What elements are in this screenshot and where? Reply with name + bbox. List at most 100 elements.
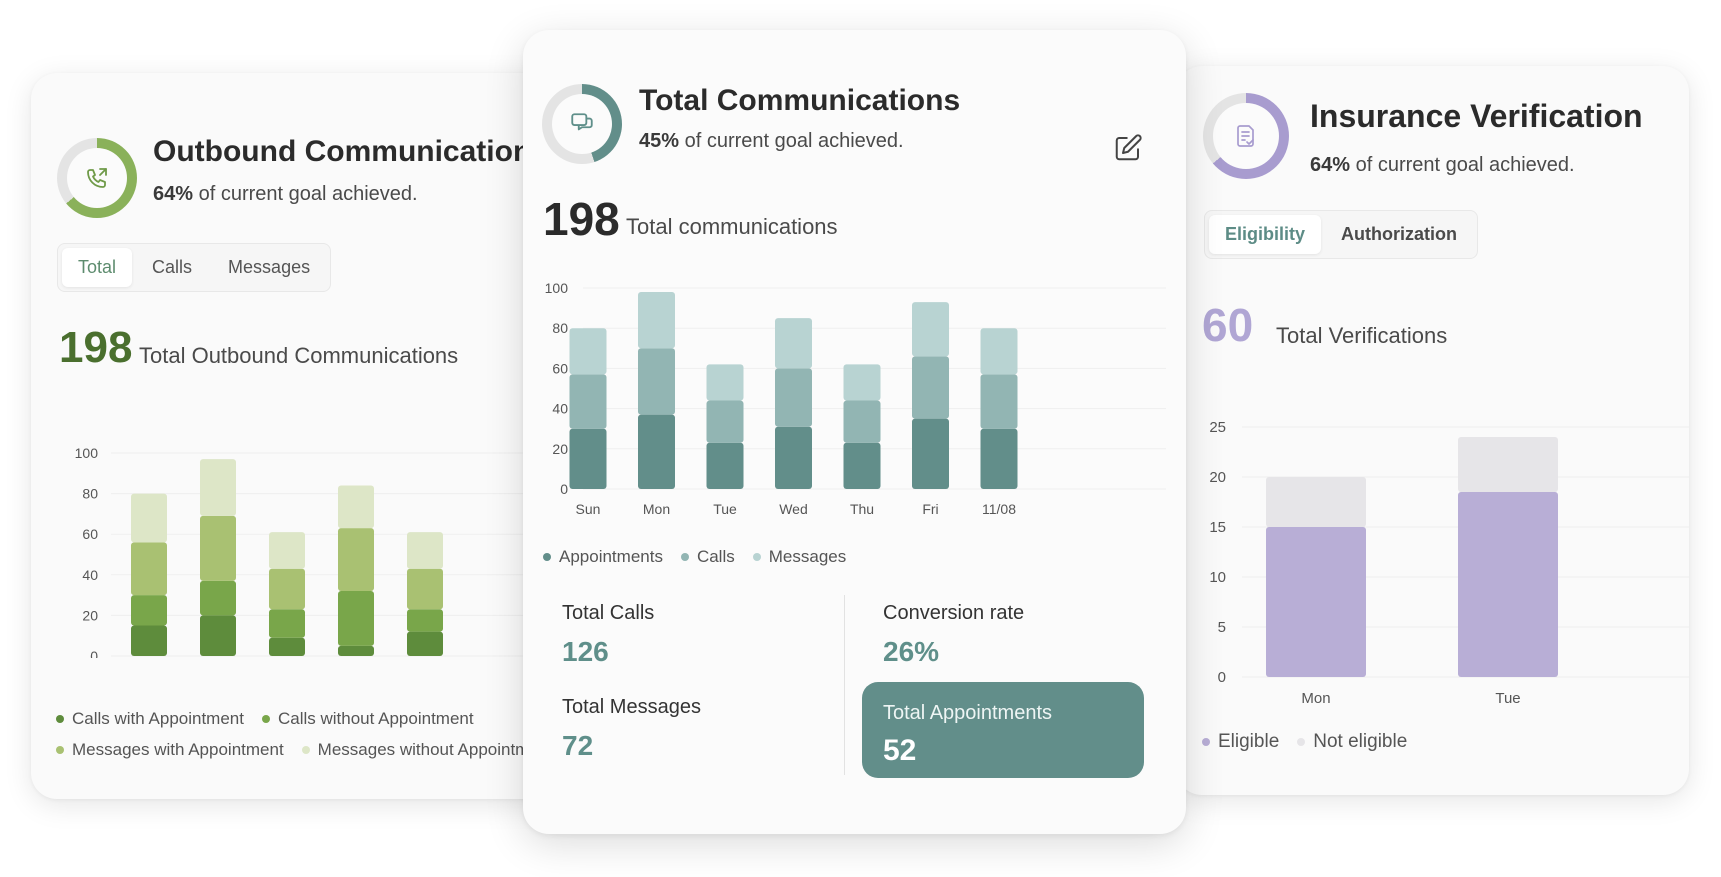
legend-dot: [752, 553, 761, 561]
insurance-goal-pct: 64%: [1310, 154, 1351, 176]
outbound-total: 198: [59, 323, 133, 372]
insurance-goal-text: 64% of current goal achieved.: [1310, 154, 1575, 177]
tab-messages[interactable]: Messages: [228, 257, 311, 277]
total-comms-legend: Appointments Calls Messages: [543, 547, 846, 567]
bar-segment: [1458, 437, 1558, 492]
bar-segment: [1266, 477, 1366, 527]
bar-segment: [338, 645, 374, 656]
bar-segment: [131, 542, 167, 596]
bar-segment: [569, 428, 607, 489]
insurance-title: Insurance Verification: [1310, 98, 1643, 134]
insurance-chart: 0 5 10 15 20 25 Mon Tue: [1209, 419, 1689, 707]
bar-segment: [706, 364, 744, 401]
total-calls-value: 126: [562, 636, 609, 667]
y-tick-label: 60: [552, 360, 568, 376]
y-tick-label: 20: [552, 441, 568, 457]
legend-dot: [543, 553, 551, 561]
outbound-goal-text: 64% of current goal achieved.: [153, 183, 418, 206]
bar-segment: [407, 609, 443, 632]
bar-segment: [338, 485, 374, 529]
bar-segment: [131, 625, 167, 656]
y-tick-label: 0: [90, 648, 98, 658]
insurance-goal-ring: [1203, 93, 1289, 179]
legend-dot: [56, 715, 64, 723]
bar-segment: [638, 348, 675, 415]
legend-calls: Calls: [680, 547, 735, 567]
y-tick-label: 80: [552, 320, 568, 336]
legend-msgs-with-appt: Messages with Appointment: [56, 740, 284, 760]
legend-eligible: Eligible: [1202, 731, 1279, 753]
x-tick-label: Wed: [779, 501, 808, 517]
insurance-total-label: Total Verifications: [1276, 323, 1448, 348]
bar-segment: [407, 631, 443, 656]
total-comms-goal-ring: [542, 84, 622, 164]
legend-appointments: Appointments: [543, 547, 663, 567]
tab-total[interactable]: Total: [62, 248, 133, 287]
outbound-goal-pct: 64%: [153, 183, 194, 205]
bar-segment: [706, 442, 744, 489]
y-tick-label: 0: [1218, 669, 1226, 686]
bar-segment: [200, 615, 236, 656]
tab-eligibility[interactable]: Eligibility: [1209, 215, 1322, 254]
legend-dot: [301, 746, 310, 754]
total-comms-goal-text: 45% of current goal achieved.: [639, 130, 904, 153]
bar-segment: [638, 414, 675, 489]
total-appointments-box: Total Appointments 52: [862, 682, 1144, 778]
y-tick-label: 20: [82, 607, 98, 623]
bar-segment: [131, 595, 167, 626]
bar-segment: [980, 428, 1018, 489]
outbound-legend-row2: Messages with Appointment Messages witho…: [56, 740, 553, 760]
y-tick-label: 15: [1209, 519, 1226, 536]
x-tick-label: Fri: [922, 501, 938, 517]
document-check-icon: [1237, 125, 1254, 147]
stats-divider: [844, 595, 845, 775]
legend-dot: [680, 553, 689, 561]
total-messages-value: 72: [562, 730, 594, 761]
y-tick-label: 5: [1218, 619, 1226, 636]
conversion-rate-label: Conversion rate: [883, 602, 1025, 624]
bar-segment: [131, 493, 167, 543]
bar-segment: [912, 356, 949, 419]
bar-segment: [980, 328, 1018, 375]
outbound-goal-suffix: of current goal achieved.: [193, 183, 418, 205]
x-tick-label: 11/08: [982, 501, 1016, 517]
y-tick-label: 80: [82, 486, 98, 502]
legend-dot: [1202, 738, 1210, 746]
bar-segment: [269, 637, 305, 656]
total-comms-goal-pct: 45%: [639, 130, 680, 152]
tab-calls[interactable]: Calls: [152, 257, 193, 277]
x-tick-label: Thu: [850, 501, 874, 517]
total-comms-goal-suffix: of current goal achieved.: [679, 130, 904, 152]
y-tick-label: 60: [82, 526, 98, 542]
bar-segment: [980, 374, 1018, 429]
y-tick-label: 40: [552, 401, 568, 417]
bar-segment: [638, 292, 675, 349]
y-tick-label: 25: [1209, 419, 1226, 436]
tab-authorization[interactable]: Authorization: [1341, 224, 1457, 244]
x-tick-label: Mon: [1301, 690, 1330, 707]
bar-segment: [407, 568, 443, 610]
chat-bubbles-icon: [571, 113, 593, 131]
bar-segment: [843, 442, 881, 489]
y-tick-label: 100: [545, 280, 569, 296]
bar-segment: [269, 532, 305, 569]
bar-segment: [1458, 492, 1558, 677]
bar-segment: [775, 368, 812, 427]
total-comms-total: 198: [543, 193, 620, 245]
legend-msgs-without-appt: Messages without Appointment: [301, 740, 553, 760]
edit-icon[interactable]: [1113, 133, 1143, 163]
x-tick-label: Tue: [1495, 690, 1520, 707]
total-comms-title: Total Communications: [639, 84, 961, 117]
bar-segment: [569, 328, 607, 375]
x-tick-label: Sun: [576, 501, 601, 517]
bar-segment: [269, 568, 305, 610]
bar-segment: [912, 418, 949, 489]
total-messages-label: Total Messages: [562, 696, 701, 718]
bar-segment: [912, 302, 949, 357]
bar-segment: [775, 318, 812, 369]
y-tick-label: 20: [1209, 469, 1226, 486]
y-tick-label: 0: [560, 481, 568, 497]
total-comms-chart: 0 20 40 60 80 100 Sun Mon Tue Wed Thu Fri 11/08: [545, 280, 1166, 517]
bar-segment: [706, 400, 744, 443]
total-communications-card: Total Communications 45% of current goal…: [523, 30, 1186, 834]
